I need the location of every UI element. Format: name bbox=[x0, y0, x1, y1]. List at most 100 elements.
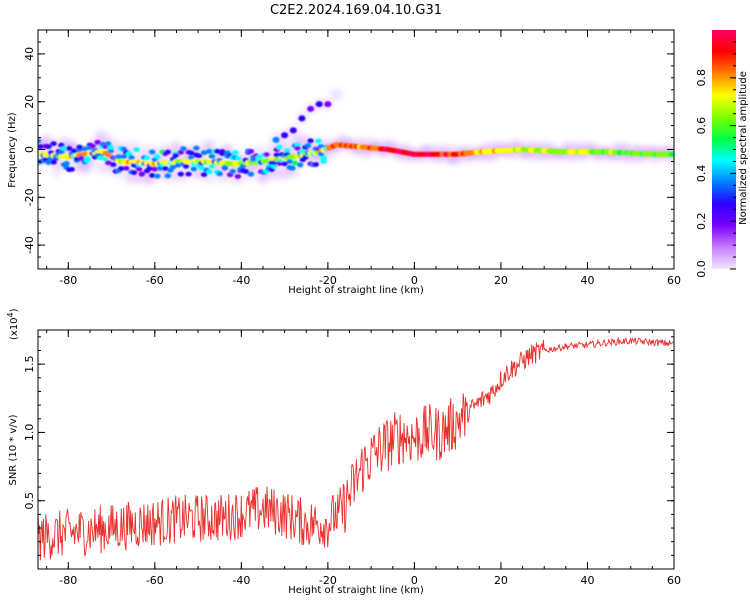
spectrogram-core-blob bbox=[89, 143, 96, 149]
spectrogram-core-blob bbox=[50, 159, 57, 165]
spectrogram-core-blob bbox=[320, 155, 327, 161]
spectrogram-core-blob bbox=[206, 149, 213, 154]
spectrogram-x-tick-label: 40 bbox=[580, 274, 594, 287]
spectrogram-core-blob bbox=[229, 169, 236, 174]
spectrogram-core-blob bbox=[84, 158, 91, 164]
spectrogram-core-blob bbox=[247, 148, 255, 154]
colorbar-tick-label: 0.4 bbox=[695, 165, 708, 183]
snr-multiplier-close: ) bbox=[9, 308, 20, 312]
snr-multiplier-exponent: 4 bbox=[6, 312, 15, 317]
snr-x-tick-label: 20 bbox=[494, 574, 508, 587]
spectrogram-core-blob bbox=[284, 148, 291, 154]
spectrogram-y-axis-label: Frequency (Hz) bbox=[7, 112, 18, 188]
spectrogram-x-tick-label: 60 bbox=[667, 274, 681, 287]
spectrogram-core-blob bbox=[255, 155, 262, 161]
spectrogram-core-blob bbox=[97, 155, 104, 161]
spectrogram-core-blob bbox=[206, 169, 213, 175]
spectrogram-core-blob bbox=[162, 166, 169, 171]
spectrogram-core-blob bbox=[81, 146, 88, 152]
spectrogram-core-blob bbox=[175, 162, 182, 168]
spectrogram-outlier bbox=[333, 91, 340, 98]
spectrogram-y-tick-label: 0 bbox=[23, 146, 36, 153]
spectrogram-core-blob bbox=[115, 154, 122, 160]
spectrogram-x-tick-label: 0 bbox=[411, 274, 418, 287]
spectrogram-core-blob bbox=[234, 174, 242, 179]
snr-line bbox=[38, 336, 674, 561]
colorbar-tick-label: 0.8 bbox=[695, 69, 708, 87]
spectrogram-outlier bbox=[324, 101, 332, 108]
spectrogram-core-blob bbox=[123, 165, 130, 171]
spectrogram-core-blob bbox=[182, 164, 190, 169]
spectrogram-core-blob bbox=[104, 141, 112, 147]
spectrogram-x-axis-label: Height of straight line (km) bbox=[288, 285, 424, 296]
spectrogram-outlier bbox=[298, 115, 306, 122]
spectrogram-core-blob bbox=[208, 163, 216, 169]
spectrogram-core-blob bbox=[128, 155, 135, 161]
spectrogram-core-blob bbox=[193, 145, 200, 151]
colorbar-tick-label: 0.0 bbox=[695, 260, 708, 278]
spectrogram-core-blob bbox=[195, 153, 203, 159]
spectrogram-core-blob bbox=[136, 166, 143, 172]
spectrogram-ticks: -80 -60 -40 -20 0 20 40 60 -40 -20 0 20 40 bbox=[23, 29, 681, 287]
spectrogram-core-blob bbox=[133, 147, 140, 153]
snr-y-tick-label: 1.5 bbox=[23, 355, 36, 373]
snr-x-tick-label: -60 bbox=[146, 574, 164, 587]
snr-frame bbox=[37, 329, 675, 570]
spectrogram-core-blob bbox=[208, 154, 216, 159]
snr-y-tick-label: 0.5 bbox=[23, 492, 36, 510]
snr-x-tick-label: -40 bbox=[232, 574, 250, 587]
snr-marks bbox=[38, 336, 674, 561]
spectrogram-core-blob bbox=[110, 162, 117, 167]
spectrogram-core-blob bbox=[63, 161, 70, 166]
spectrogram-core-blob bbox=[102, 156, 109, 162]
spectrogram-outlier bbox=[315, 101, 323, 108]
spectrogram-outlier bbox=[281, 132, 289, 139]
spectrogram-core-blob bbox=[177, 171, 184, 177]
spectrogram-core-blob bbox=[143, 155, 151, 161]
spectrogram-halo-blob bbox=[650, 155, 661, 166]
spectrogram-core-blob bbox=[76, 144, 83, 150]
spectrogram-core-blob bbox=[73, 156, 81, 162]
spectrogram-core-blob bbox=[68, 167, 75, 172]
spectrogram-core-blob bbox=[304, 143, 312, 149]
spectrogram-outlier bbox=[289, 127, 297, 134]
spectrogram-core-blob bbox=[172, 153, 179, 158]
spectrogram-core-blob bbox=[180, 146, 187, 152]
spectrogram-x-tick-label: -60 bbox=[146, 274, 164, 287]
snr-multiplier-label: (x104) bbox=[6, 308, 20, 340]
spectrogram-y-tick-label: -40 bbox=[23, 236, 36, 254]
snr-x-tick-label: 40 bbox=[580, 574, 594, 587]
spectrogram-core-blob bbox=[117, 166, 125, 172]
spectrogram-core-blob bbox=[286, 159, 293, 164]
spectrogram-core-blob bbox=[58, 150, 65, 155]
spectrogram-core-blob bbox=[138, 171, 145, 177]
spectrogram-core-blob bbox=[294, 145, 301, 151]
spectrogram-core-blob bbox=[50, 141, 57, 147]
spectrogram-x-tick-label: -20 bbox=[319, 274, 337, 287]
spectrogram-core-blob bbox=[200, 150, 208, 156]
snr-y-axis-label: SNR (10 * v/v) bbox=[8, 414, 19, 485]
snr-panel: -80 -60 -40 -20 0 20 40 60 0.5 1.0 1.5 Height of s… bbox=[6, 308, 681, 596]
spectrogram-core-blob bbox=[190, 166, 197, 172]
spectrogram-core-blob bbox=[125, 151, 133, 157]
spectrogram-core-blob bbox=[38, 138, 42, 144]
colorbar-bar bbox=[712, 30, 736, 269]
spectrogram-x-tick-label: 20 bbox=[494, 274, 508, 287]
spectrogram-core-blob bbox=[120, 154, 127, 160]
spectrogram-core-blob bbox=[66, 146, 73, 151]
spectrogram-core-blob bbox=[154, 154, 161, 160]
spectrogram-core-blob bbox=[169, 164, 177, 170]
spectrogram-core-blob bbox=[45, 160, 52, 165]
spectrogram-core-blob bbox=[242, 169, 249, 174]
spectrogram-core-blob bbox=[185, 171, 192, 177]
spectrogram-core-blob bbox=[216, 171, 223, 177]
spectrogram-core-blob bbox=[263, 152, 270, 158]
spectrogram-core-blob bbox=[164, 173, 171, 179]
spectrogram-core-blob bbox=[154, 173, 161, 179]
spectrogram-core-blob bbox=[271, 163, 278, 169]
spectrogram-core-blob bbox=[198, 165, 205, 171]
snr-x-tick-label: 60 bbox=[667, 574, 681, 587]
colorbar-tick-label: 0.6 bbox=[695, 117, 708, 135]
spectrogram-core-blob bbox=[104, 160, 112, 166]
